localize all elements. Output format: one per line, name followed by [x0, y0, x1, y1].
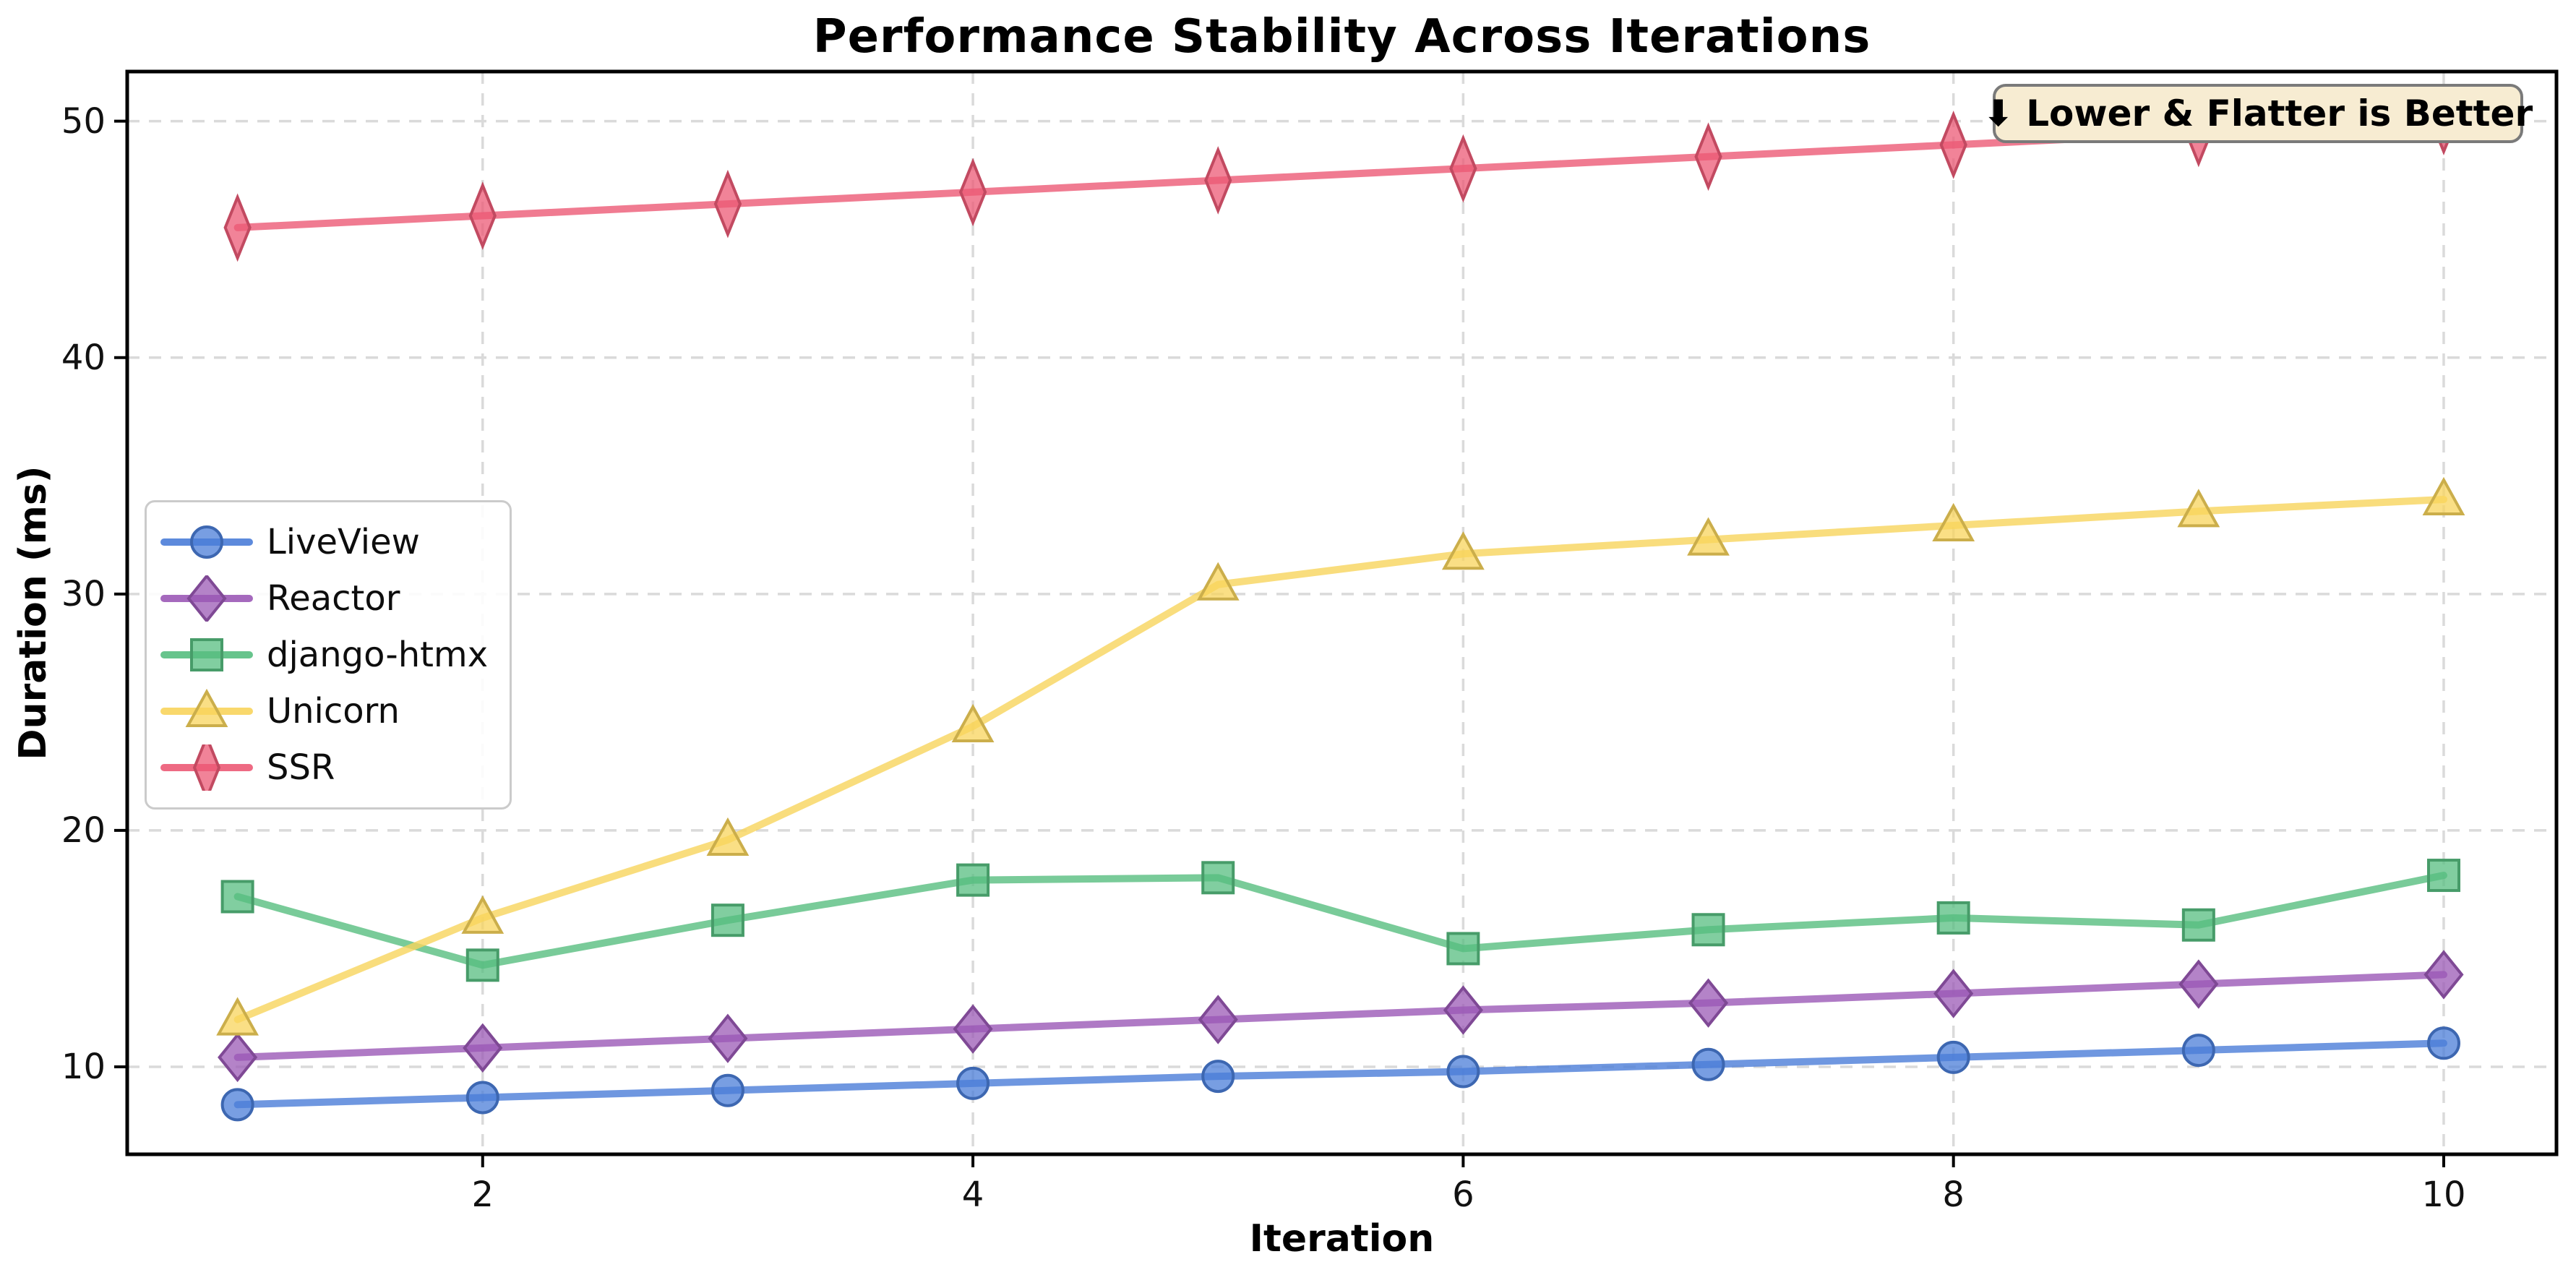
- circle-marker-icon: [220, 1088, 254, 1122]
- square-marker-icon: [465, 948, 499, 982]
- series-LiveView: [220, 1026, 2460, 1122]
- x-tick-label: 2: [471, 1175, 494, 1215]
- circle-marker-icon: [2426, 1026, 2460, 1060]
- x-tick-label: 8: [1942, 1175, 1965, 1215]
- triangle-marker-icon: [461, 895, 505, 934]
- liveview-circle-marker-icon: [160, 525, 253, 559]
- diamond-marker-icon: [708, 1013, 748, 1063]
- annotation-text: ⬇ Lower & Flatter is Better: [1983, 93, 2533, 134]
- legend-label-liveview: LiveView: [267, 522, 420, 562]
- circle-marker-icon: [2181, 1034, 2215, 1068]
- thin-diamond-marker-icon: [1449, 134, 1477, 203]
- triangle-marker-icon: [1441, 531, 1485, 570]
- triangle-marker-icon: [1932, 502, 1975, 541]
- y-tick-label: 10: [61, 1046, 106, 1087]
- square-marker-icon: [1446, 932, 1480, 966]
- square-marker-icon: [220, 880, 254, 914]
- diamond-marker-icon: [1443, 985, 1483, 1035]
- legend-item-reactor: Reactor: [160, 570, 488, 627]
- django-htmx-square-marker-icon: [160, 638, 253, 671]
- square-marker-icon: [2426, 859, 2460, 893]
- circle-marker-icon: [1691, 1047, 1725, 1081]
- thin-diamond-marker-icon: [468, 181, 497, 250]
- series-line-LiveView: [233, 1039, 2447, 1109]
- thin-diamond-marker-icon: [192, 744, 221, 791]
- legend-label-ssr: SSR: [267, 747, 335, 788]
- y-tick-label: 50: [61, 100, 106, 142]
- legend: LiveView Reactor django-htmx Unicorn SSR: [145, 500, 512, 810]
- triangle-marker-icon: [2177, 489, 2220, 528]
- diamond-marker-icon: [2178, 959, 2219, 1009]
- y-tick-label: 40: [61, 337, 106, 378]
- axes-frame: [125, 69, 2559, 1156]
- diamond-marker-icon: [1198, 995, 1238, 1044]
- legend-label-django-htmx: django-htmx: [267, 635, 489, 675]
- thin-diamond-marker-icon: [958, 158, 987, 227]
- circle-marker-icon: [1201, 1060, 1235, 1094]
- annotation-box: ⬇ Lower & Flatter is Better: [1983, 84, 2533, 143]
- square-marker-icon: [1201, 861, 1235, 895]
- triangle-marker-icon: [2422, 476, 2465, 516]
- circle-marker-icon: [1936, 1040, 1970, 1074]
- circle-marker-icon: [710, 1073, 744, 1107]
- triangle-marker-icon: [216, 997, 259, 1036]
- diamond-marker-icon: [463, 1023, 503, 1073]
- triangle-marker-icon: [1687, 517, 1730, 556]
- diamond-marker-icon: [1933, 969, 1974, 1018]
- square-marker-icon: [710, 903, 744, 937]
- ssr-thin-diamond-marker-icon: [160, 744, 253, 791]
- triangle-marker-icon: [185, 688, 228, 727]
- legend-item-unicorn: Unicorn: [160, 683, 488, 739]
- series-django-htmx: [220, 859, 2460, 982]
- diamond-marker-icon: [2423, 950, 2464, 1000]
- legend-label-unicorn: Unicorn: [267, 691, 400, 731]
- x-tick-label: 10: [2421, 1175, 2466, 1215]
- legend-label-reactor: Reactor: [267, 578, 400, 619]
- square-marker-icon: [190, 638, 223, 671]
- diamond-marker-icon: [218, 1032, 258, 1083]
- series-line-Unicorn: [233, 496, 2447, 1023]
- chart-title: Performance Stability Across Iterations: [812, 10, 1871, 64]
- square-marker-icon: [1936, 901, 1970, 935]
- x-axis-label: Iteration: [1249, 1217, 1435, 1261]
- circle-marker-icon: [956, 1066, 990, 1100]
- thin-diamond-marker-icon: [223, 193, 252, 262]
- square-marker-icon: [2181, 908, 2215, 942]
- circle-marker-icon: [465, 1081, 499, 1115]
- circle-marker-icon: [190, 525, 223, 559]
- legend-item-django-htmx: django-htmx: [160, 627, 488, 683]
- unicorn-triangle-marker-icon: [160, 688, 253, 727]
- series-line-Reactor: [233, 971, 2447, 1061]
- square-marker-icon: [956, 863, 990, 897]
- x-tick-label: 6: [1452, 1175, 1474, 1215]
- series-Unicorn: [216, 476, 2465, 1036]
- thin-diamond-marker-icon: [713, 169, 742, 239]
- triangle-marker-icon: [1196, 562, 1240, 601]
- square-marker-icon: [1691, 913, 1725, 947]
- thin-diamond-marker-icon: [1694, 122, 1722, 192]
- legend-item-ssr: SSR: [160, 739, 488, 796]
- series-Reactor: [218, 950, 2464, 1083]
- diamond-marker-icon: [186, 575, 227, 622]
- diamond-marker-icon: [1688, 978, 1729, 1028]
- thin-diamond-marker-icon: [1939, 111, 1967, 179]
- reactor-diamond-marker-icon: [160, 575, 253, 622]
- thin-diamond-marker-icon: [1204, 146, 1232, 215]
- y-tick-label: 30: [61, 573, 106, 614]
- circle-marker-icon: [1446, 1055, 1480, 1089]
- x-tick-label: 4: [961, 1175, 984, 1215]
- triangle-marker-icon: [706, 817, 750, 856]
- diamond-marker-icon: [953, 1004, 993, 1054]
- legend-item-liveview: LiveView: [160, 514, 488, 570]
- series-line-django-htmx: [233, 872, 2447, 969]
- y-tick-label: 20: [61, 810, 106, 851]
- triangle-marker-icon: [951, 703, 995, 742]
